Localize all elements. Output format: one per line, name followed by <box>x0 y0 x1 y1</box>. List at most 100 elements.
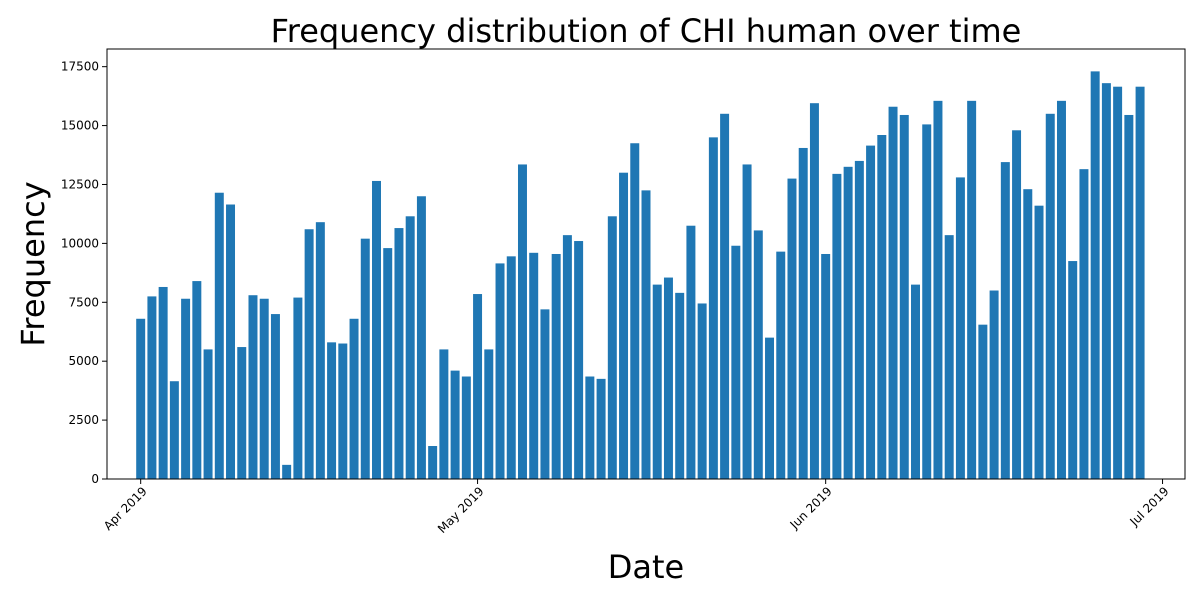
bar-2019-05-20 <box>686 225 696 479</box>
bar-2019-06-11 <box>933 100 943 479</box>
bar-2019-05-13 <box>607 216 617 480</box>
bar-2019-04-02 <box>147 296 157 479</box>
bar-2019-05-19 <box>675 292 685 479</box>
bar-2019-06-20 <box>1034 205 1044 479</box>
bar-2019-04-13 <box>270 314 280 479</box>
bar-2019-04-04 <box>169 381 179 479</box>
bar-2019-04-03 <box>158 286 168 479</box>
bar-2019-04-24 <box>394 228 404 479</box>
bar-2019-05-28 <box>776 251 786 479</box>
x-tick-label: Apr 2019 <box>101 484 150 533</box>
x-tick-label: Jun 2019 <box>787 484 835 532</box>
bar-2019-04-07 <box>203 349 213 479</box>
bar-2019-06-02 <box>832 173 842 479</box>
bar-2019-04-27 <box>428 446 438 479</box>
bar-2019-05-08 <box>551 253 561 479</box>
bar-2019-05-02 <box>484 349 494 479</box>
y-tick-label: 10000 <box>61 236 99 250</box>
x-axis-label: Date <box>608 548 684 586</box>
bar-2019-05-21 <box>697 303 707 479</box>
bar-2019-06-24 <box>1079 169 1089 479</box>
y-tick-label: 0 <box>91 472 99 486</box>
bar-2019-05-14 <box>619 172 629 479</box>
bar-2019-04-20 <box>349 318 359 479</box>
bar-2019-06-03 <box>843 166 853 479</box>
bar-2019-05-03 <box>495 263 505 479</box>
y-tick-label: 2500 <box>68 413 99 427</box>
bar-2019-05-16 <box>641 190 651 479</box>
bar-2019-06-22 <box>1056 100 1066 479</box>
bar-2019-05-06 <box>529 252 539 479</box>
bar-2019-05-29 <box>787 178 797 479</box>
bar-2019-05-27 <box>765 337 775 479</box>
bar-2019-04-01 <box>136 318 146 479</box>
bar-2019-05-18 <box>663 277 673 479</box>
bar-2019-05-30 <box>798 147 808 479</box>
bar-2019-06-15 <box>978 324 988 479</box>
y-tick-label: 12500 <box>61 177 99 191</box>
bar-2019-04-16 <box>304 229 314 479</box>
y-axis-label: Frequency <box>14 181 52 346</box>
bar-2019-04-25 <box>405 216 415 480</box>
bar-2019-05-04 <box>506 256 516 479</box>
bar-2019-04-26 <box>416 196 426 479</box>
bar-2019-05-07 <box>540 309 550 479</box>
y-tick-label: 17500 <box>61 60 99 74</box>
y-tick-label: 7500 <box>68 295 99 309</box>
bar-2019-04-19 <box>338 343 348 479</box>
x-tick-label: Jul 2019 <box>1127 484 1172 529</box>
bar-2019-04-08 <box>214 192 224 480</box>
bar-2019-05-05 <box>517 164 527 479</box>
bar-2019-05-12 <box>596 378 606 479</box>
chart-title: Frequency distribution of CHI human over… <box>271 12 1022 50</box>
bar-2019-05-11 <box>585 376 595 479</box>
bar-2019-06-27 <box>1113 86 1123 479</box>
bar-2019-05-15 <box>630 143 640 479</box>
bar-2019-04-15 <box>293 297 303 479</box>
bar-2019-06-14 <box>967 100 977 479</box>
bar-2019-05-17 <box>652 284 662 479</box>
plot-frame <box>106 48 1186 480</box>
bar-2019-06-26 <box>1101 83 1111 479</box>
bar-2019-06-19 <box>1023 189 1033 479</box>
bar-2019-04-29 <box>450 370 460 479</box>
bar-2019-06-08 <box>899 114 909 479</box>
bar-2019-05-09 <box>562 235 572 479</box>
bar-2019-06-21 <box>1045 113 1055 479</box>
bar-2019-04-18 <box>327 342 337 479</box>
bar-2019-06-05 <box>866 145 876 479</box>
bar-2019-04-06 <box>192 281 202 479</box>
bar-2019-05-26 <box>753 230 763 479</box>
bar-2019-04-17 <box>315 222 325 479</box>
y-tick-label: 15000 <box>61 119 99 133</box>
bar-2019-04-23 <box>383 248 393 479</box>
bar-2019-06-01 <box>821 253 831 479</box>
bar-2019-06-06 <box>877 135 887 479</box>
bar-2019-05-31 <box>809 103 819 479</box>
bar-2019-04-28 <box>439 349 449 479</box>
bar-2019-04-05 <box>181 298 191 479</box>
bar-2019-05-01 <box>473 294 483 479</box>
bar-2019-06-29 <box>1135 86 1145 479</box>
bar-2019-06-07 <box>888 106 898 479</box>
bar-2019-06-04 <box>854 160 864 480</box>
y-tick-label: 5000 <box>68 354 99 368</box>
bar-2019-06-12 <box>944 235 954 479</box>
bar-2019-04-10 <box>237 347 247 479</box>
bar-2019-05-10 <box>574 241 584 479</box>
bar-2019-04-14 <box>282 464 292 479</box>
bar-2019-05-25 <box>742 164 752 479</box>
bar-2019-06-25 <box>1090 71 1100 479</box>
bar-2019-06-16 <box>989 290 999 479</box>
bar-2019-04-12 <box>259 298 269 479</box>
bar-2019-06-23 <box>1068 261 1078 479</box>
bar-2019-05-24 <box>731 245 741 479</box>
bars-group <box>136 71 1145 480</box>
bar-2019-04-11 <box>248 295 258 479</box>
bar-2019-06-13 <box>955 177 965 479</box>
bar-2019-04-09 <box>226 204 236 479</box>
bar-2019-06-09 <box>911 284 920 479</box>
x-tick-label: May 2019 <box>435 484 487 536</box>
bar-2019-06-28 <box>1124 114 1134 479</box>
